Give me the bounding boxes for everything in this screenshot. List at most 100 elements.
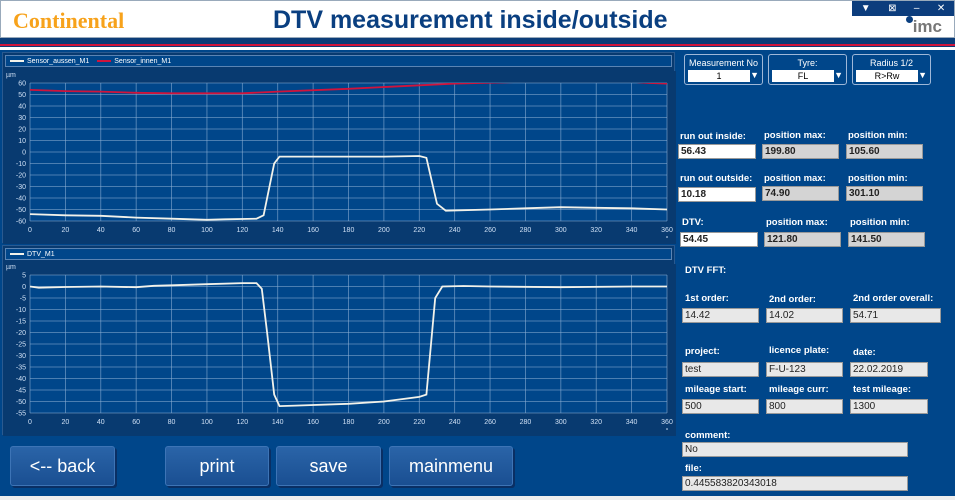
dtv-fft-title: DTV FFT: (685, 265, 727, 276)
position-max-field: 121.80 (764, 232, 841, 247)
y-tick-label: -25 (16, 342, 26, 349)
mileage-start-field[interactable]: 500 (682, 399, 759, 414)
series-line-Sensor_aussen_M1 (30, 155, 667, 221)
x-axis-unit: ° (666, 235, 669, 243)
x-tick-label: 320 (590, 227, 602, 234)
dropdown-arrow-icon[interactable]: ▼ (750, 70, 759, 80)
x-tick-label: 340 (626, 227, 638, 234)
back-button[interactable]: <-- back (10, 446, 115, 486)
y-tick-label: -40 (16, 376, 26, 383)
dtv-chart: DTV_M1 µm 5 0 -5 -10 -15 -20 -25 -30 -35 -40 -45 -50… (2, 245, 676, 436)
dropdown-arrow-icon[interactable]: ▼ (834, 70, 843, 80)
file-label: file: (685, 463, 702, 474)
y-tick-label: -15 (16, 319, 26, 326)
close-icon[interactable]: ✕ (936, 3, 946, 14)
select-label: Measurement No (688, 58, 759, 68)
y-tick-label: 40 (18, 104, 26, 111)
run-out-outside-label: run out outside: (680, 173, 753, 184)
x-tick-label: 80 (168, 419, 176, 426)
legend-item: Sensor_innen_M1 (97, 58, 171, 65)
x-tick-label: 300 (555, 227, 567, 234)
x-tick-label: 340 (626, 419, 638, 426)
x-tick-label: 320 (590, 419, 602, 426)
first-order-label: 1st order: (685, 293, 729, 304)
position-max-label: position max: (764, 173, 826, 184)
series-line-DTV_M1 (30, 282, 667, 408)
print-button[interactable]: print (165, 446, 269, 486)
x-tick-label: 80 (168, 227, 176, 234)
comment-field[interactable]: No (682, 442, 908, 457)
x-tick-label: 0 (28, 227, 32, 234)
select-value[interactable]: 1 (688, 70, 750, 82)
chart-legend: Sensor_aussen_M1 Sensor_innen_M1 (5, 55, 672, 67)
mileage-curr-field[interactable]: 800 (766, 399, 843, 414)
y-tick-label: -45 (16, 388, 26, 395)
legend-item: Sensor_aussen_M1 (10, 58, 89, 65)
x-tick-label: 260 (484, 419, 496, 426)
position-max-label: position max: (764, 130, 826, 141)
x-axis-unit: ° (666, 427, 669, 435)
y-axis-unit: µm (6, 72, 16, 79)
run-out-inside-field[interactable]: 56.43 (678, 144, 756, 159)
test-mileage-label: test mileage: (853, 384, 912, 395)
date-label: date: (853, 347, 876, 358)
dtv-field[interactable]: 54.45 (680, 232, 758, 247)
run-out-outside-field[interactable]: 10.18 (678, 187, 756, 202)
x-tick-label: 360 (661, 227, 673, 234)
project-label: project: (685, 346, 720, 357)
select-label: Tyre: (797, 58, 818, 68)
first-order-field: 14.42 (682, 308, 759, 323)
x-tick-label: 300 (555, 419, 567, 426)
date-field[interactable]: 22.02.2019 (850, 362, 928, 377)
x-tick-label: 280 (520, 227, 532, 234)
imc-logo-dot (906, 16, 913, 23)
mainmenu-button[interactable]: mainmenu (389, 446, 513, 486)
select-value[interactable]: FL (772, 70, 834, 82)
project-field[interactable]: test (682, 362, 759, 377)
minimize-icon[interactable]: – (913, 3, 920, 14)
select-value[interactable]: R>Rw (856, 70, 918, 82)
file-field[interactable]: 0.445583820343018 (682, 476, 908, 491)
x-tick-label: 20 (61, 227, 69, 234)
y-tick-label: 0 (22, 150, 26, 157)
comment-label: comment: (685, 430, 731, 441)
position-max-field: 74.90 (762, 186, 839, 201)
position-min-label: position min: (848, 130, 908, 141)
licence-plate-field[interactable]: F-U-123 (766, 362, 843, 377)
y-tick-label: -5 (20, 296, 26, 303)
test-mileage-field[interactable]: 1300 (850, 399, 928, 414)
header: Continental DTV measurement inside/outsi… (0, 0, 955, 38)
y-tick-label: -30 (16, 353, 26, 360)
y-tick-label: 0 (22, 284, 26, 291)
position-max-label: position max: (766, 217, 828, 228)
x-tick-label: 200 (378, 227, 390, 234)
save-button[interactable]: save (276, 446, 381, 486)
legend-item: DTV_M1 (10, 251, 55, 258)
x-tick-label: 240 (449, 227, 461, 234)
y-tick-label: 5 (22, 273, 26, 280)
restore-icon[interactable]: ⊠ (888, 3, 897, 14)
x-tick-label: 60 (132, 419, 140, 426)
x-tick-label: 180 (343, 227, 355, 234)
run-out-inside-label: run out inside: (680, 131, 746, 142)
second-order-label: 2nd order: (769, 294, 816, 305)
y-axis-unit: µm (6, 264, 16, 271)
x-tick-label: 60 (132, 227, 140, 234)
measurement-no-select[interactable]: Measurement No 1 ▼ (684, 54, 763, 85)
x-tick-label: 220 (413, 227, 425, 234)
y-tick-label: 60 (18, 81, 26, 88)
tyre-select[interactable]: Tyre: FL ▼ (768, 54, 847, 85)
dtv-label: DTV: (682, 217, 704, 228)
dropdown-arrow-icon[interactable]: ▼ (918, 70, 927, 80)
y-tick-label: -50 (16, 399, 26, 406)
series-line-Sensor_innen_M1 (30, 83, 667, 95)
y-tick-label: -10 (16, 161, 26, 168)
dropdown-icon[interactable]: ▼ (860, 3, 871, 14)
radius-select[interactable]: Radius 1/2 R>Rw ▼ (852, 54, 931, 85)
x-tick-label: 260 (484, 227, 496, 234)
y-tick-label: -50 (16, 207, 26, 214)
position-min-field: 105.60 (846, 144, 923, 159)
page-title: DTV measurement inside/outside (273, 6, 668, 34)
